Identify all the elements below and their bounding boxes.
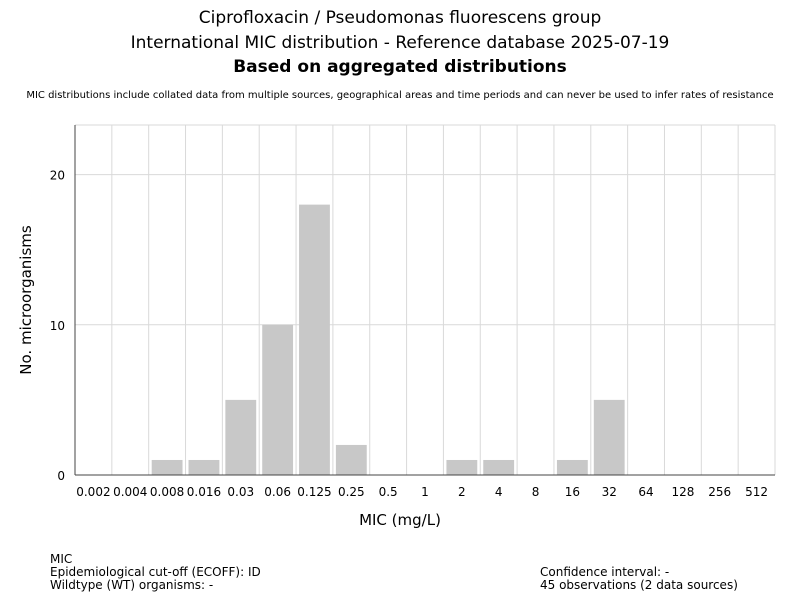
footer-left: MIC Epidemiological cut-off (ECOFF): ID … [50, 553, 261, 592]
footer-observations: 45 observations (2 data sources) [540, 578, 738, 592]
bar-0.25 [335, 444, 367, 475]
x-tick-label: 8 [532, 485, 540, 499]
x-tick-label: 128 [671, 485, 694, 499]
footer-wildtype: Wildtype (WT) organisms: - [50, 578, 214, 592]
disclaimer-note: MIC distributions include collated data … [26, 90, 774, 101]
x-tick-label: 256 [708, 485, 731, 499]
x-axis-label: MIC (mg/L) [359, 511, 441, 529]
bar-0.016 [188, 459, 220, 475]
x-tick-label: 32 [602, 485, 617, 499]
bar-32 [593, 399, 625, 475]
x-tick-label: 0.002 [76, 485, 110, 499]
footer-mic: MIC [50, 552, 73, 566]
bar-2 [446, 459, 478, 475]
x-tick-label: 0.125 [297, 485, 331, 499]
bar-16 [556, 459, 588, 475]
footer-ecoff: Epidemiological cut-off (ECOFF): ID [50, 565, 261, 579]
bar-0.06 [262, 324, 294, 475]
x-tick-label: 0.008 [150, 485, 184, 499]
bar-0.03 [225, 399, 257, 475]
footer-confidence: Confidence interval: - [540, 565, 670, 579]
x-tick-label: 0.5 [379, 485, 398, 499]
x-tick-label: 4 [495, 485, 503, 499]
bar-0.125 [299, 204, 330, 475]
y-tick-label: 10 [50, 319, 65, 333]
x-tick-label: 16 [565, 485, 580, 499]
x-tick-label: 512 [745, 485, 768, 499]
x-tick-label: 0.03 [227, 485, 254, 499]
bar-0.008 [151, 459, 183, 475]
bar-4 [483, 459, 515, 475]
x-tick-label: 64 [638, 485, 653, 499]
x-tick-label: 0.25 [338, 485, 365, 499]
x-tick-label: 2 [458, 485, 466, 499]
x-tick-label: 1 [421, 485, 429, 499]
x-tick-label: 0.016 [187, 485, 221, 499]
y-axis-label: No. microorganisms [17, 225, 35, 375]
chart-title: Ciprofloxacin / Pseudomonas fluorescens … [198, 8, 602, 28]
x-tick-label: 0.004 [113, 485, 147, 499]
x-tick-label: 0.06 [264, 485, 291, 499]
y-tick-label: 20 [50, 169, 65, 183]
y-tick-label: 0 [57, 469, 65, 483]
chart-subtitle-bold: Based on aggregated distributions [233, 57, 567, 77]
footer-right: Confidence interval: - 45 observations (… [540, 566, 738, 592]
chart-subtitle: International MIC distribution - Referen… [130, 33, 670, 53]
